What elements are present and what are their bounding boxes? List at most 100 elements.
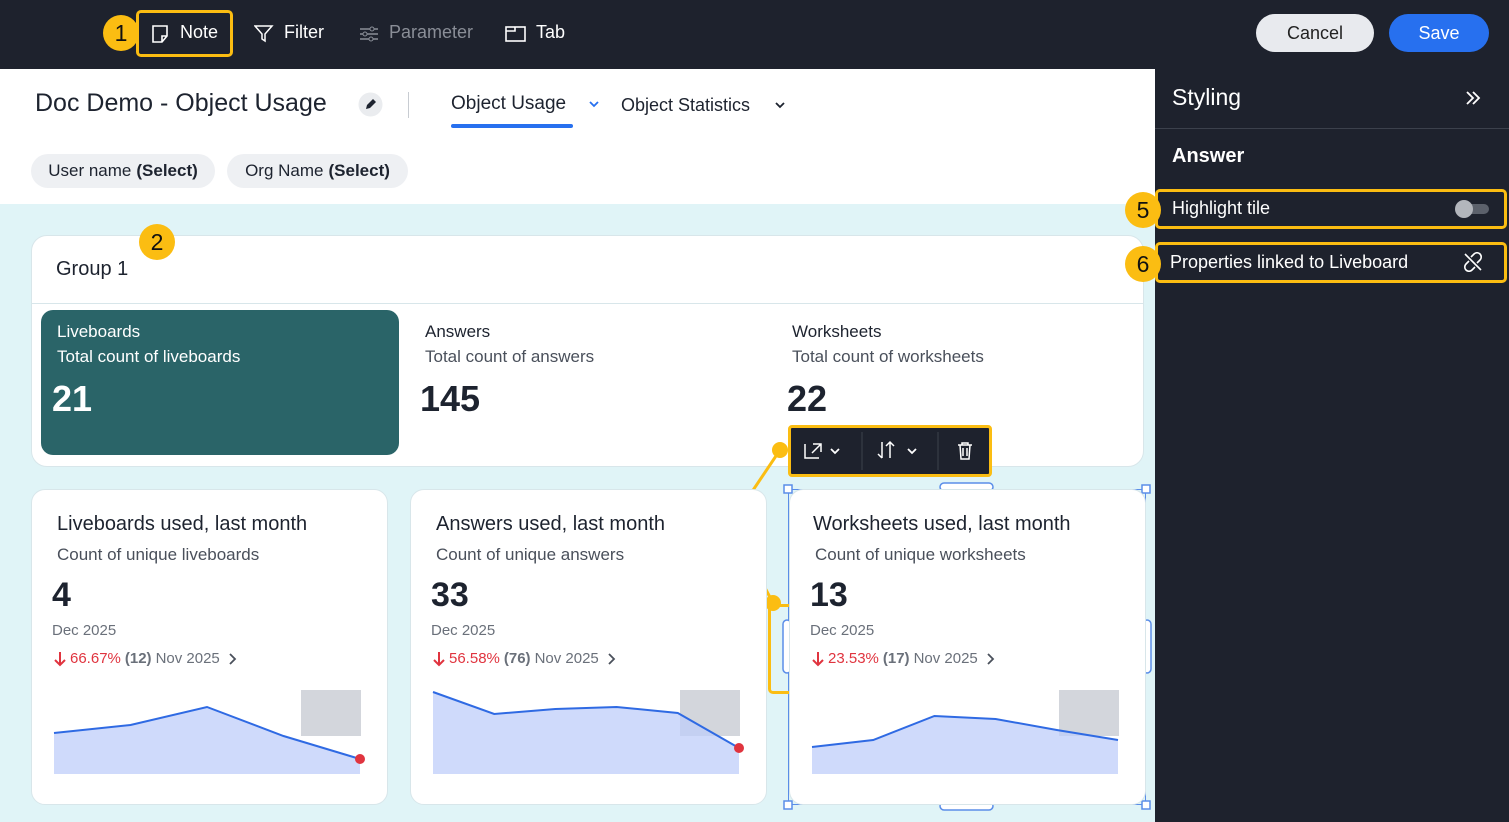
tab-button[interactable]: Tab	[536, 22, 566, 42]
chevron[interactable]	[588, 99, 600, 109]
card-subtitle: Count of unique liveboards	[57, 545, 260, 564]
kpi-card: Worksheets used, last month Count of uniq…	[789, 489, 1146, 805]
tile-value: 21	[52, 378, 93, 419]
sparkline	[432, 690, 744, 774]
option-label: Properties linked to Liveboard	[1170, 252, 1409, 272]
filter-button[interactable]: Filter	[284, 22, 324, 42]
section-title: Answer	[1172, 145, 1245, 167]
arrow-shape	[812, 651, 824, 666]
kpi-tile: Worksheets Total count of worksheets 22	[776, 310, 1134, 455]
card-period: Dec 2025	[52, 622, 117, 639]
change-percent: 23.53%	[828, 650, 879, 667]
chevron-shape	[987, 652, 995, 665]
chevron[interactable]	[603, 652, 619, 666]
parameter-icon	[360, 26, 378, 42]
group-title: Group 1	[56, 258, 129, 280]
highlight-box	[136, 10, 233, 57]
change-row: 23.53% (17) Nov 2025	[812, 650, 998, 667]
parameter-button[interactable]: Parameter	[389, 22, 474, 42]
tile-subtitle: Total count of worksheets	[792, 347, 984, 366]
compare-period: Nov 2025	[913, 650, 978, 667]
last-point	[355, 754, 365, 764]
card-subtitle: Count of unique answers	[436, 545, 625, 564]
note-icon	[152, 25, 168, 43]
chevron[interactable]	[224, 652, 240, 666]
card-period: Dec 2025	[810, 622, 875, 639]
filter-chip[interactable]: User name (Select)	[31, 154, 215, 188]
tab-icon	[505, 26, 526, 42]
change-percent: 56.58%	[449, 650, 500, 667]
styling-panel	[1155, 69, 1509, 822]
kpi-tile: Answers Total count of answers 145	[409, 310, 767, 455]
collapse-button[interactable]	[1464, 89, 1482, 107]
sparkline	[53, 690, 365, 774]
tile-toolbar-icons[interactable]	[791, 428, 989, 474]
chevron[interactable]	[982, 652, 998, 666]
change-row: 56.58% (76) Nov 2025	[433, 650, 619, 667]
change-count: (76)	[503, 650, 531, 667]
trend-line	[432, 691, 740, 749]
callout: 2	[139, 224, 175, 260]
tile-title: Worksheets	[792, 322, 882, 341]
highlight-box	[1155, 242, 1507, 283]
save-button[interactable]: Save	[1389, 14, 1489, 52]
tile-subtitle: Total count of answers	[425, 347, 595, 366]
card-period: Dec 2025	[431, 622, 496, 639]
last-point	[734, 743, 744, 753]
trend-line	[53, 705, 361, 760]
filter-label: Org Name	[245, 161, 324, 180]
change-percent: 66.67%	[70, 650, 121, 667]
card-title: Answers used, last month	[436, 513, 665, 535]
tile-value: 145	[420, 378, 481, 419]
card-value: 33	[431, 576, 469, 614]
tab[interactable]: Object Usage	[451, 93, 567, 114]
arrow-shape	[433, 651, 445, 666]
panel-title: Styling	[1172, 84, 1242, 110]
compare-period: Nov 2025	[155, 650, 220, 667]
trend-line	[811, 714, 1119, 748]
tile-subtitle: Total count of liveboards	[57, 347, 241, 366]
tile-value: 22	[787, 378, 828, 419]
toggle[interactable]	[1453, 199, 1491, 219]
change-count: (12)	[124, 650, 152, 667]
filter-chip[interactable]: Org Name (Select)	[227, 154, 408, 188]
card-subtitle: Count of unique worksheets	[815, 545, 1026, 564]
comparison-box	[301, 690, 361, 736]
card-title: Liveboards used, last month	[57, 513, 308, 535]
filter-value: (Select)	[136, 161, 198, 180]
arrow-shape	[54, 651, 66, 666]
down-arrow	[54, 651, 66, 666]
card-title: Worksheets used, last month	[813, 513, 1071, 535]
compare-period: Nov 2025	[534, 650, 599, 667]
cancel-button[interactable]: Cancel	[1256, 14, 1374, 52]
down-arrow	[433, 651, 445, 666]
edit-button[interactable]	[358, 92, 383, 117]
filter-label: User name	[48, 161, 132, 180]
sparkline	[811, 690, 1119, 774]
tab-underline	[451, 124, 573, 128]
chevron-shape	[608, 652, 616, 665]
tab[interactable]: Object Statistics	[621, 95, 751, 115]
tile-toolbar	[788, 425, 992, 477]
trend-area	[54, 707, 360, 774]
trend-area	[812, 716, 1118, 774]
kpi-tile: Liveboards Total count of liveboards 21	[41, 310, 399, 455]
unlink-button[interactable]	[1463, 252, 1483, 272]
option-label: Highlight tile	[1172, 198, 1271, 218]
kpi-card: Liveboards used, last month Count of uniq…	[31, 489, 388, 805]
callout: 5	[1125, 192, 1161, 228]
liveboard-title: Doc Demo - Object Usage	[35, 89, 327, 117]
filter-value: (Select)	[328, 161, 390, 180]
comparison-box	[1059, 690, 1119, 736]
chevron-shape	[229, 652, 237, 665]
chevron[interactable]	[774, 100, 786, 110]
note-button[interactable]: Note	[180, 22, 219, 42]
tile-title: Liveboards	[57, 322, 141, 341]
filter-icon	[254, 25, 274, 43]
callout: 6	[1125, 246, 1161, 282]
change-row: 66.67% (12) Nov 2025	[54, 650, 240, 667]
change-count: (17)	[882, 650, 910, 667]
divider	[1155, 128, 1509, 129]
down-arrow	[812, 651, 824, 666]
